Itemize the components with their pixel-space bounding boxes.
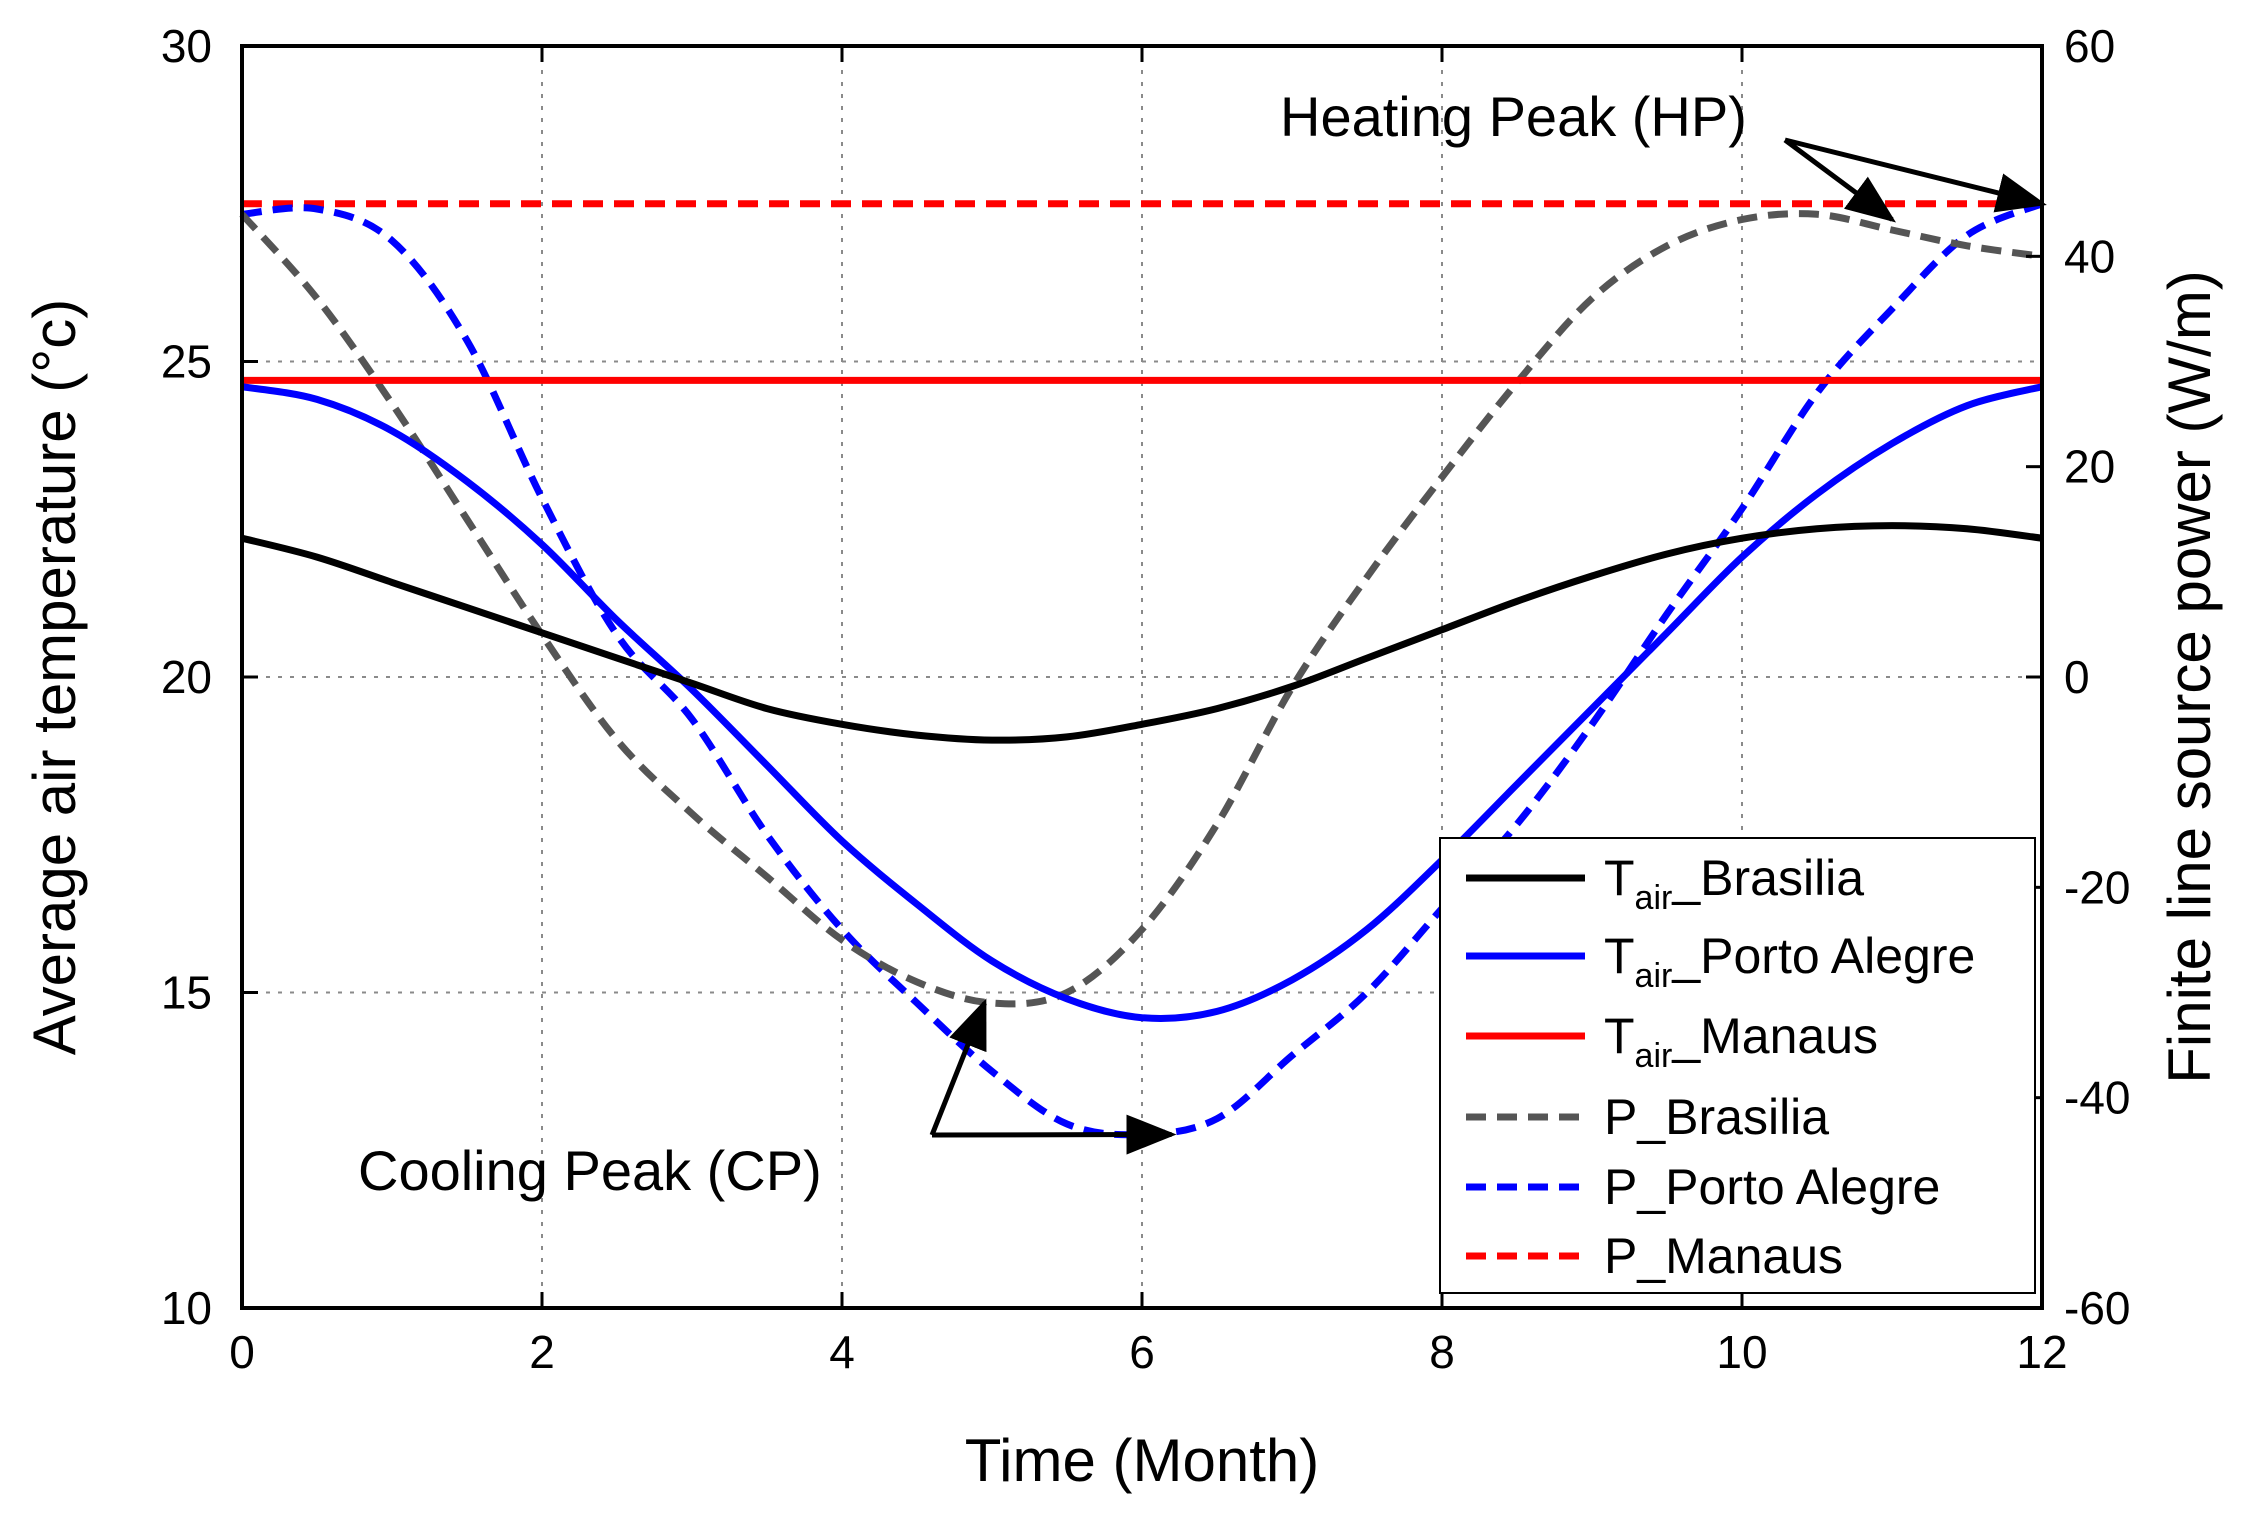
series-group (239, 200, 2044, 1139)
cooling-peak-label: Cooling Peak (CP) (358, 1139, 822, 1202)
x-axis-title: Time (Month) (965, 1427, 1320, 1494)
legend-label: Tair_Porto Alegre (1604, 928, 1975, 995)
x-tick-label: 6 (1129, 1326, 1155, 1378)
x-tick-label: 2 (529, 1326, 555, 1378)
legend-box (1439, 837, 2036, 1294)
series-line-p-brasilia (239, 210, 2043, 1008)
annotations-group: Heating Peak (HP) Cooling Peak (CP) (358, 85, 2047, 1202)
y-tick-label: 20 (161, 651, 212, 703)
y-tick-label: 10 (161, 1282, 212, 1334)
y2-axis-title: Finite line source power (W/m) (2156, 270, 2223, 1084)
series-line-t-air-porto-alegre (241, 383, 2043, 1022)
ticks-group: 0 2 4 6 8 10 12 10 15 20 25 30 -60 -40 -20 0 20 40 60 (161, 20, 2131, 1378)
y-tick-label: 25 (161, 336, 212, 388)
y2-tick-label: 40 (2064, 230, 2115, 282)
legend-label: P_Porto Alegre (1604, 1159, 1940, 1215)
y2-tick-label: 20 (2064, 441, 2115, 493)
legend-label: P_Brasilia (1604, 1089, 1829, 1145)
y2-tick-label: -40 (2064, 1072, 2130, 1124)
heating-peak-arrow (1784, 137, 2047, 213)
legend: Tair_Brasilia Tair_Porto Alegre Tair_Manau… (1439, 837, 2036, 1294)
y2-tick-label: -20 (2064, 861, 2130, 913)
cooling-peak-arrow (929, 998, 987, 1136)
heating-peak-label: Heating Peak (HP) (1280, 85, 1747, 148)
y2-tick-label: 60 (2064, 20, 2115, 72)
x-tick-label: 4 (829, 1326, 855, 1378)
y2-tick-label: 0 (2064, 651, 2090, 703)
x-tick-label: 10 (1716, 1326, 1767, 1378)
y2-tick-label: -60 (2064, 1282, 2130, 1334)
x-tick-label: 0 (229, 1326, 255, 1378)
series-line-p-porto-alegre (241, 200, 2044, 1139)
cooling-peak-arrow (931, 1114, 1177, 1155)
x-tick-label: 8 (1429, 1326, 1455, 1378)
series-line-t-air-brasilia (241, 522, 2043, 744)
y-axis-title: Average air temperature (°c) (21, 299, 88, 1056)
y-tick-label: 15 (161, 967, 212, 1019)
y-tick-label: 30 (161, 20, 212, 72)
legend-label: P_Manaus (1604, 1228, 1843, 1284)
legend-label: Tair_Brasilia (1604, 850, 1864, 917)
heating-peak-arrow (1783, 137, 1897, 223)
x-tick-label: 12 (2016, 1326, 2067, 1378)
legend-label: Tair_Manaus (1604, 1008, 1878, 1075)
